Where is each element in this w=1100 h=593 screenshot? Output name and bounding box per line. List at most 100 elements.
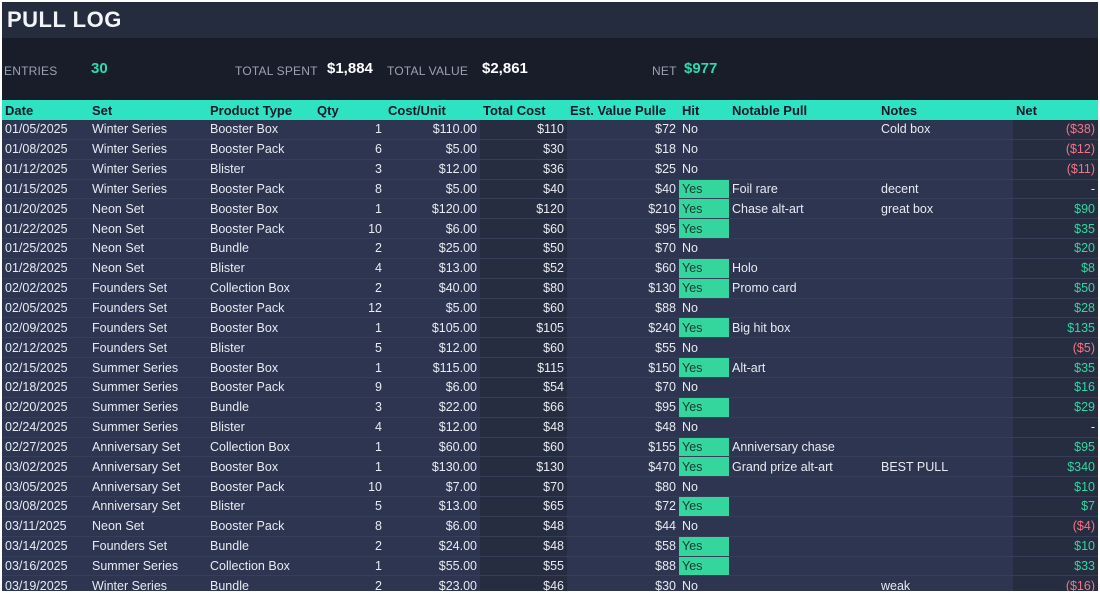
qty-cell[interactable]: 8 — [314, 516, 385, 537]
hit-cell[interactable]: Yes — [679, 397, 729, 418]
product-type-cell[interactable]: Booster Pack — [207, 476, 314, 498]
date-cell[interactable]: 02/05/2025 — [2, 298, 89, 319]
net-cell[interactable]: - — [1013, 417, 1098, 438]
hit-cell[interactable]: No — [679, 298, 729, 319]
hit-cell[interactable]: Yes — [679, 536, 729, 557]
set-cell[interactable]: Neon Set — [89, 258, 207, 279]
cost-unit-cell[interactable]: $130.00 — [385, 456, 480, 478]
set-cell[interactable]: Founders Set — [89, 317, 207, 339]
set-cell[interactable]: Summer Series — [89, 397, 207, 418]
cost-unit-cell[interactable]: $5.00 — [385, 298, 480, 319]
est-value-cell[interactable]: $70 — [567, 377, 679, 398]
total-cost-cell[interactable]: $110 — [480, 120, 567, 140]
product-type-cell[interactable]: Booster Pack — [207, 516, 314, 537]
est-value-cell[interactable]: $88 — [567, 556, 679, 577]
qty-cell[interactable]: 4 — [314, 258, 385, 279]
net-cell[interactable]: ($11) — [1013, 159, 1098, 180]
set-cell[interactable]: Summer Series — [89, 556, 207, 577]
est-value-cell[interactable]: $48 — [567, 417, 679, 438]
notes-cell[interactable]: Cold box — [878, 120, 1013, 140]
notes-cell[interactable]: weak — [878, 575, 1013, 591]
set-cell[interactable]: Founders Set — [89, 298, 207, 319]
notes-cell[interactable] — [878, 139, 1013, 160]
set-cell[interactable]: Winter Series — [89, 139, 207, 160]
cost-unit-cell[interactable]: $6.00 — [385, 377, 480, 398]
product-type-cell[interactable]: Bundle — [207, 238, 314, 259]
product-type-cell[interactable]: Booster Pack — [207, 139, 314, 160]
qty-cell[interactable]: 10 — [314, 476, 385, 498]
product-type-cell[interactable]: Booster Box — [207, 317, 314, 339]
notable-pull-cell[interactable]: Big hit box — [729, 317, 878, 339]
set-cell[interactable]: Founders Set — [89, 278, 207, 299]
date-cell[interactable]: 02/27/2025 — [2, 437, 89, 458]
date-cell[interactable]: 01/28/2025 — [2, 258, 89, 279]
qty-cell[interactable]: 3 — [314, 159, 385, 180]
date-cell[interactable]: 02/02/2025 — [2, 278, 89, 299]
notable-pull-cell[interactable] — [729, 417, 878, 438]
set-cell[interactable]: Anniversary Set — [89, 456, 207, 478]
total-cost-cell[interactable]: $52 — [480, 258, 567, 279]
notable-pull-cell[interactable] — [729, 496, 878, 517]
notes-cell[interactable] — [878, 238, 1013, 259]
col-header-est-value[interactable]: Est. Value Pulle — [567, 100, 679, 120]
hit-cell[interactable]: Yes — [679, 278, 729, 299]
cost-unit-cell[interactable]: $22.00 — [385, 397, 480, 418]
hit-cell[interactable]: No — [679, 238, 729, 259]
hit-cell[interactable]: No — [679, 159, 729, 180]
set-cell[interactable]: Winter Series — [89, 159, 207, 180]
notes-cell[interactable] — [878, 317, 1013, 339]
total-cost-cell[interactable]: $115 — [480, 357, 567, 378]
set-cell[interactable]: Neon Set — [89, 218, 207, 240]
est-value-cell[interactable]: $130 — [567, 278, 679, 299]
notable-pull-cell[interactable] — [729, 575, 878, 591]
qty-cell[interactable]: 1 — [314, 198, 385, 220]
net-cell[interactable]: $10 — [1013, 476, 1098, 498]
net-cell[interactable]: $7 — [1013, 496, 1098, 517]
hit-cell[interactable]: No — [679, 139, 729, 160]
notes-cell[interactable] — [878, 218, 1013, 240]
cost-unit-cell[interactable]: $25.00 — [385, 238, 480, 259]
hit-cell[interactable]: Yes — [679, 437, 729, 458]
cost-unit-cell[interactable]: $13.00 — [385, 258, 480, 279]
hit-cell[interactable]: No — [679, 575, 729, 591]
qty-cell[interactable]: 5 — [314, 496, 385, 517]
total-cost-cell[interactable]: $48 — [480, 536, 567, 557]
hit-cell[interactable]: Yes — [679, 456, 729, 478]
notes-cell[interactable] — [878, 337, 1013, 359]
cost-unit-cell[interactable]: $110.00 — [385, 120, 480, 140]
est-value-cell[interactable]: $18 — [567, 139, 679, 160]
notable-pull-cell[interactable] — [729, 556, 878, 577]
notable-pull-cell[interactable] — [729, 476, 878, 498]
est-value-cell[interactable]: $95 — [567, 218, 679, 240]
qty-cell[interactable]: 1 — [314, 456, 385, 478]
notes-cell[interactable] — [878, 258, 1013, 279]
notes-cell[interactable] — [878, 357, 1013, 378]
qty-cell[interactable]: 2 — [314, 278, 385, 299]
product-type-cell[interactable]: Blister — [207, 496, 314, 517]
est-value-cell[interactable]: $40 — [567, 179, 679, 200]
est-value-cell[interactable]: $44 — [567, 516, 679, 537]
total-cost-cell[interactable]: $46 — [480, 575, 567, 591]
date-cell[interactable]: 03/11/2025 — [2, 516, 89, 537]
cost-unit-cell[interactable]: $6.00 — [385, 516, 480, 537]
net-cell[interactable]: $8 — [1013, 258, 1098, 279]
qty-cell[interactable]: 2 — [314, 238, 385, 259]
date-cell[interactable]: 01/08/2025 — [2, 139, 89, 160]
hit-cell[interactable]: Yes — [679, 317, 729, 339]
total-cost-cell[interactable]: $55 — [480, 556, 567, 577]
col-header-hit[interactable]: Hit — [679, 100, 729, 120]
net-cell[interactable]: ($16) — [1013, 575, 1098, 591]
total-cost-cell[interactable]: $30 — [480, 139, 567, 160]
date-cell[interactable]: 03/16/2025 — [2, 556, 89, 577]
total-cost-cell[interactable]: $50 — [480, 238, 567, 259]
total-cost-cell[interactable]: $70 — [480, 476, 567, 498]
notes-cell[interactable] — [878, 437, 1013, 458]
net-cell[interactable]: ($38) — [1013, 120, 1098, 140]
cost-unit-cell[interactable]: $24.00 — [385, 536, 480, 557]
hit-cell[interactable]: Yes — [679, 556, 729, 577]
product-type-cell[interactable]: Collection Box — [207, 556, 314, 577]
notes-cell[interactable] — [878, 417, 1013, 438]
product-type-cell[interactable]: Booster Box — [207, 357, 314, 378]
date-cell[interactable]: 02/15/2025 — [2, 357, 89, 378]
total-cost-cell[interactable]: $60 — [480, 298, 567, 319]
